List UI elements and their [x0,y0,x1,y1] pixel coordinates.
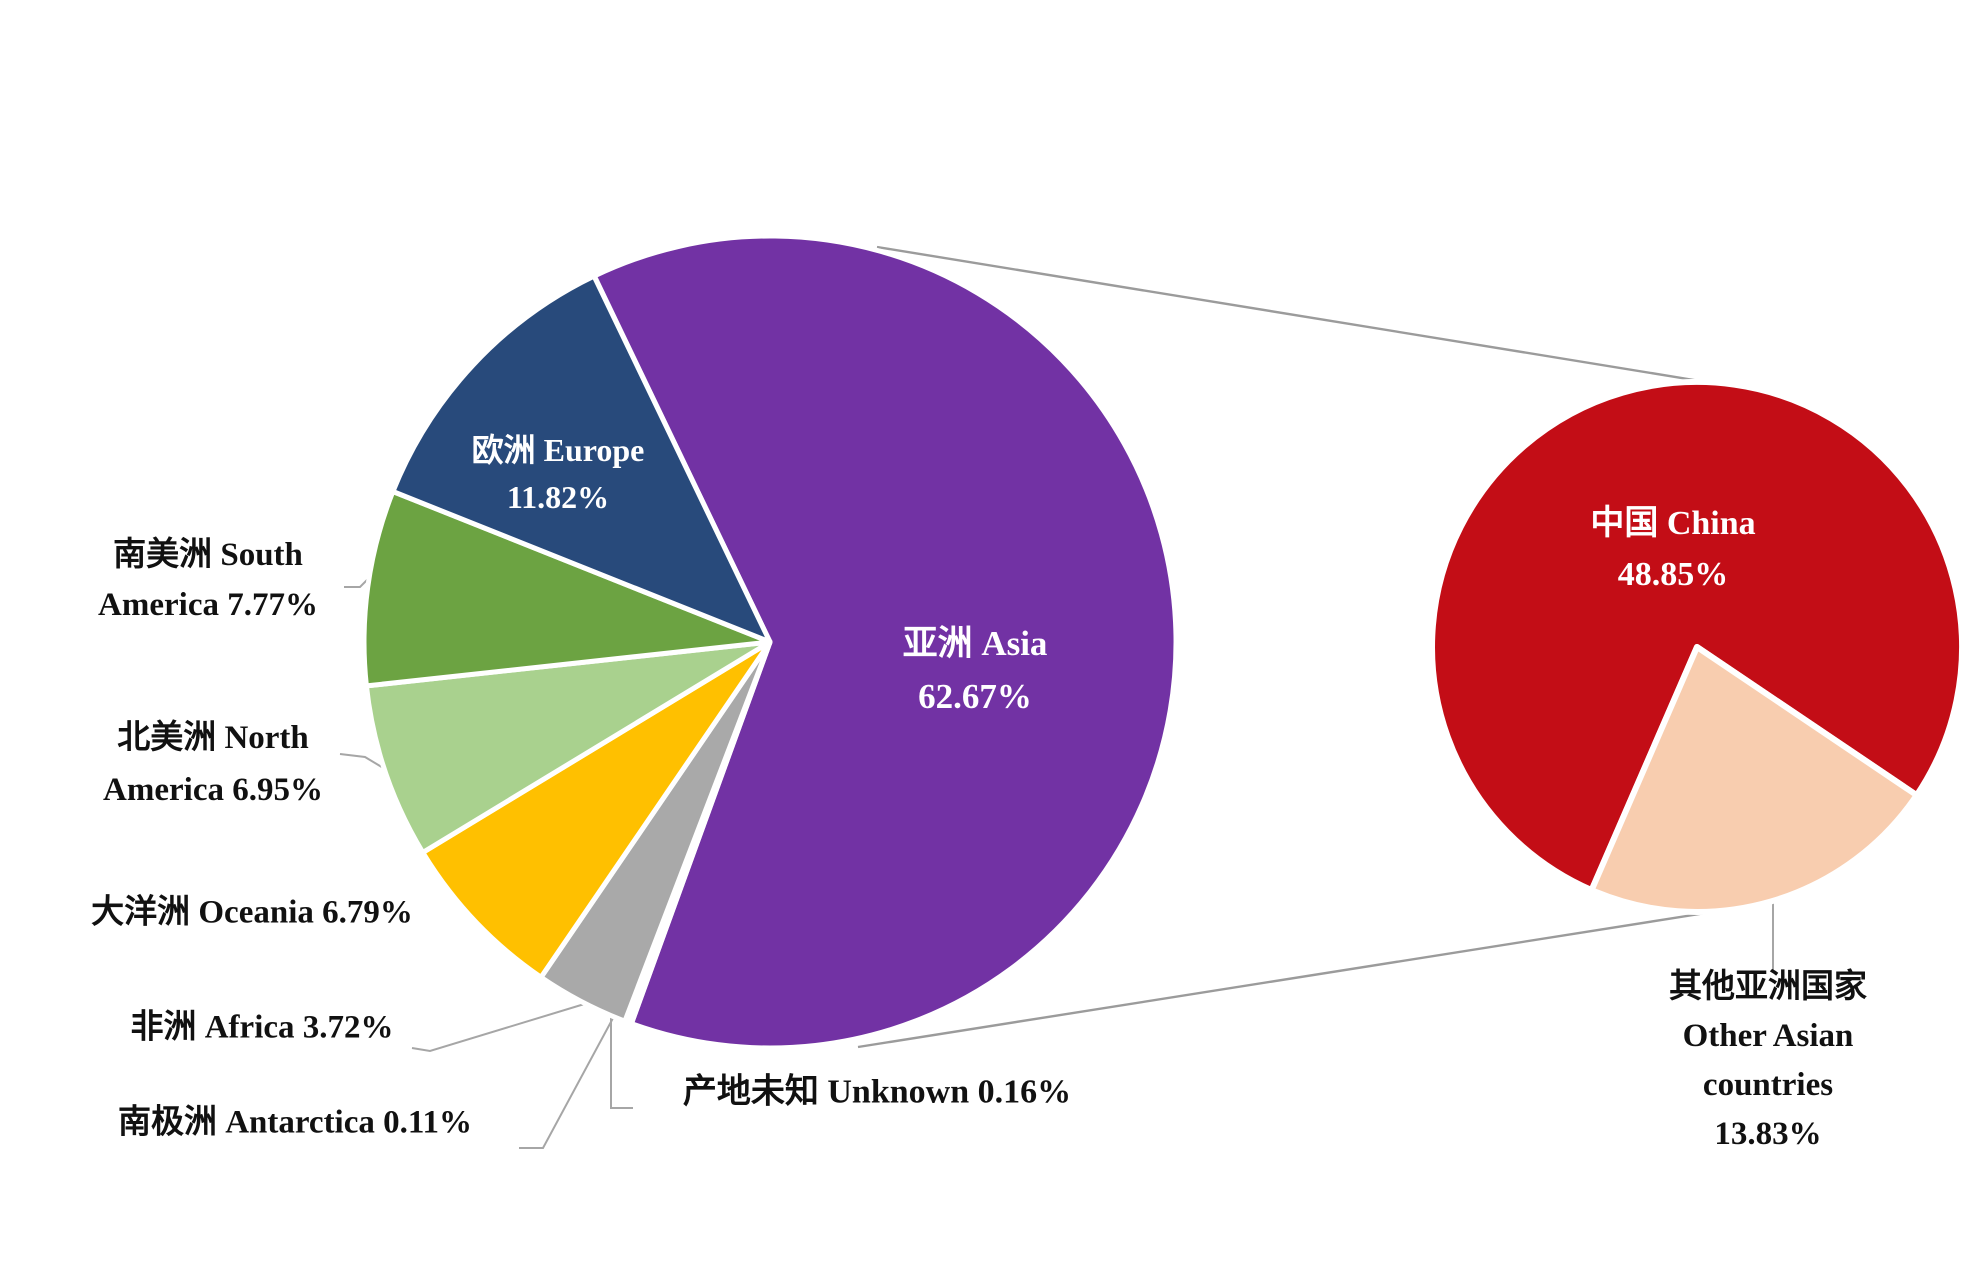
other-asian-slice-label: 其他亚洲国家 Other Asian countries 13.83% [1669,963,1867,1159]
pie-slice-oceania [420,639,773,980]
china-label-line2: 48.85% [1617,556,1729,593]
antarctica-leader-line [519,1006,620,1149]
north-america-slice-label: 北美洲 North America 6.95% [103,712,323,816]
asia-label-line1: 亚洲 Asia [902,624,1048,663]
secondary-pie [1429,379,1965,915]
africa-leader-line [411,1001,592,1053]
north-america-label-line1: 北美洲 North [117,720,309,756]
pie-slice-europe [390,273,773,645]
south-america-label-line2: America 7.77% [98,587,318,623]
unknown-leader-line [610,1014,633,1109]
oceania-slice-label: 大洋洲 Oceania 6.79% [91,889,413,938]
other-asian-label-line3: countries [1702,1067,1834,1103]
pie-slice-south-america [361,489,773,689]
pie-slice-other-asian-countries [1588,644,1920,915]
unknown-label-line1: 产地未知 Unknown 0.16% [682,1073,1072,1111]
other-asian-label-line1: 其他亚洲国家 [1669,969,1867,1005]
africa-slice-label: 非洲 Africa 3.72% [130,1004,393,1053]
unknown-slice-label: 产地未知 Unknown 0.16% [683,1068,1071,1117]
south-america-label-line1: 南美洲 South [113,537,303,573]
china-label-line1: 中国 China [1590,505,1756,542]
series-connector-line-top [876,245,1701,383]
leader-lines-group [339,573,1774,1149]
south-america-slice-label: 南美洲 South America 7.77% [98,530,318,630]
oceania-label-line1: 大洋洲 Oceania 6.79% [91,894,413,931]
europe-label-line2: 11.82% [506,479,610,515]
other-asian-label-line2: Other Asian [1682,1018,1854,1054]
series-connector-line-bottom [857,910,1713,1049]
europe-slice-label: 欧洲 Europe 11.82% [472,427,645,521]
africa-label-line1: 非洲 Africa 3.72% [130,1009,394,1046]
pie-slice-asia [591,233,1179,1051]
north-america-label-line2: America 6.95% [103,772,323,808]
antarctica-slice-label: 南极洲 Antarctica 0.11% [118,1099,472,1148]
antarctica-label-line1: 南极洲 Antarctica 0.11% [117,1104,473,1141]
europe-label-line1: 欧洲 Europe [471,432,645,468]
connector-lines-group [857,245,1713,1049]
asia-label-line2: 62.67% [918,677,1032,716]
china-slice-label: 中国 China 48.85% [1590,498,1755,600]
other-asian-label-line4: 13.83% [1714,1116,1822,1152]
main-pie [361,233,1179,1051]
pie-slice-china [1429,379,1965,894]
pie-slice-north-america [363,639,773,855]
asia-slice-label: 亚洲 Asia 62.67% [903,617,1048,723]
